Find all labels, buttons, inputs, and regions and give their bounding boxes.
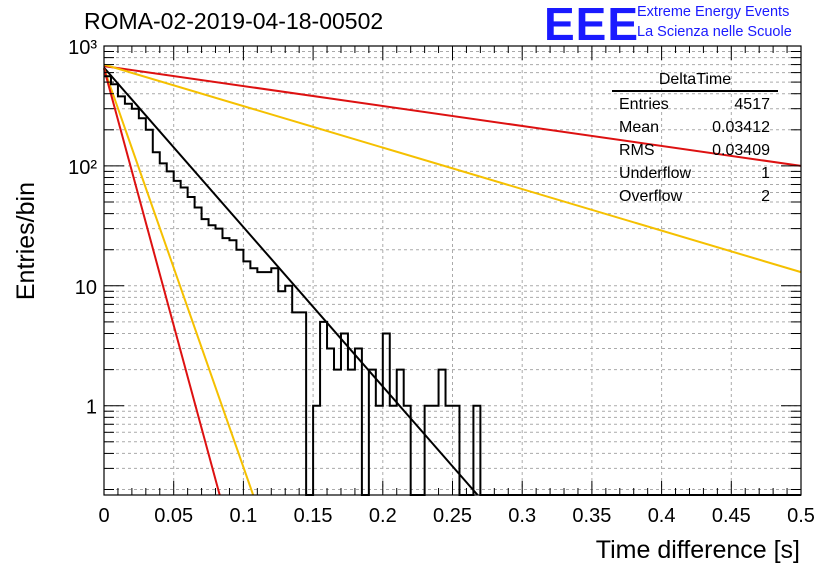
x-tick-label: 0 (98, 505, 109, 527)
y-tick-label: 10² (68, 157, 97, 179)
fit-line (103, 66, 479, 496)
stats-label: RMS (619, 142, 655, 159)
x-tick-label: 0.2 (369, 505, 397, 527)
stats-box-title: DeltaTime (658, 71, 732, 88)
grid-lines (104, 46, 801, 495)
stats-row-mean: Mean 0.03412 (612, 116, 778, 139)
fit-curves (103, 63, 802, 496)
stats-row-underflow: Underflow 1 (612, 162, 778, 185)
logo-caption-line2: La Scienza nelle Scuole (637, 24, 792, 40)
fit-line (103, 68, 221, 496)
stats-label: Entries (619, 96, 669, 113)
logo-caption-line1: Extreme Energy Events (637, 4, 790, 20)
stats-row-rms: RMS 0.03409 (612, 139, 778, 162)
fit-line (103, 65, 802, 167)
x-tick-label: 0.05 (154, 505, 193, 527)
stats-label: Underflow (619, 165, 692, 182)
stats-value: 1 (761, 165, 770, 182)
stats-value: 2 (761, 188, 770, 205)
fit-line (103, 63, 802, 274)
x-tick-label: 0.3 (508, 505, 536, 527)
stats-value: 0.03409 (712, 142, 770, 159)
x-tick-label: 0.4 (648, 505, 676, 527)
y-axis: 1 10 10² 10³ (68, 37, 801, 491)
x-axis: 0 0.05 0.1 0.15 0.2 0.25 0.3 0.35 0.4 0.45 0.5 (98, 46, 815, 527)
x-tick-label: 0.15 (294, 505, 333, 527)
y-tick-label: 10 (75, 277, 97, 299)
stats-box: DeltaTime Entries 4517 Mean 0.03412 RMS … (612, 70, 778, 208)
fit-line (103, 68, 255, 496)
stats-value: 4517 (734, 96, 770, 113)
y-tick-label: 10³ (68, 37, 97, 59)
stats-row-overflow: Overflow 2 (612, 185, 778, 208)
eee-logo: EEE (544, 0, 640, 50)
y-axis-label: Entries/bin (12, 182, 40, 300)
y-tick-label: 1 (86, 397, 97, 419)
x-tick-label: 0.35 (572, 505, 611, 527)
stats-label: Mean (619, 119, 660, 136)
stats-divider (612, 90, 778, 92)
x-tick-label: 0.25 (433, 505, 472, 527)
x-tick-label: 0.5 (787, 505, 815, 527)
stats-value: 0.03412 (712, 119, 770, 136)
stats-label: Overflow (619, 188, 683, 205)
x-tick-label: 0.1 (229, 505, 257, 527)
x-tick-label: 0.45 (712, 505, 751, 527)
stats-row-entries: Entries 4517 (612, 93, 778, 116)
chart-title: ROMA-02-2019-04-18-00502 (84, 8, 384, 34)
x-axis-label: Time difference [s] (596, 536, 800, 564)
